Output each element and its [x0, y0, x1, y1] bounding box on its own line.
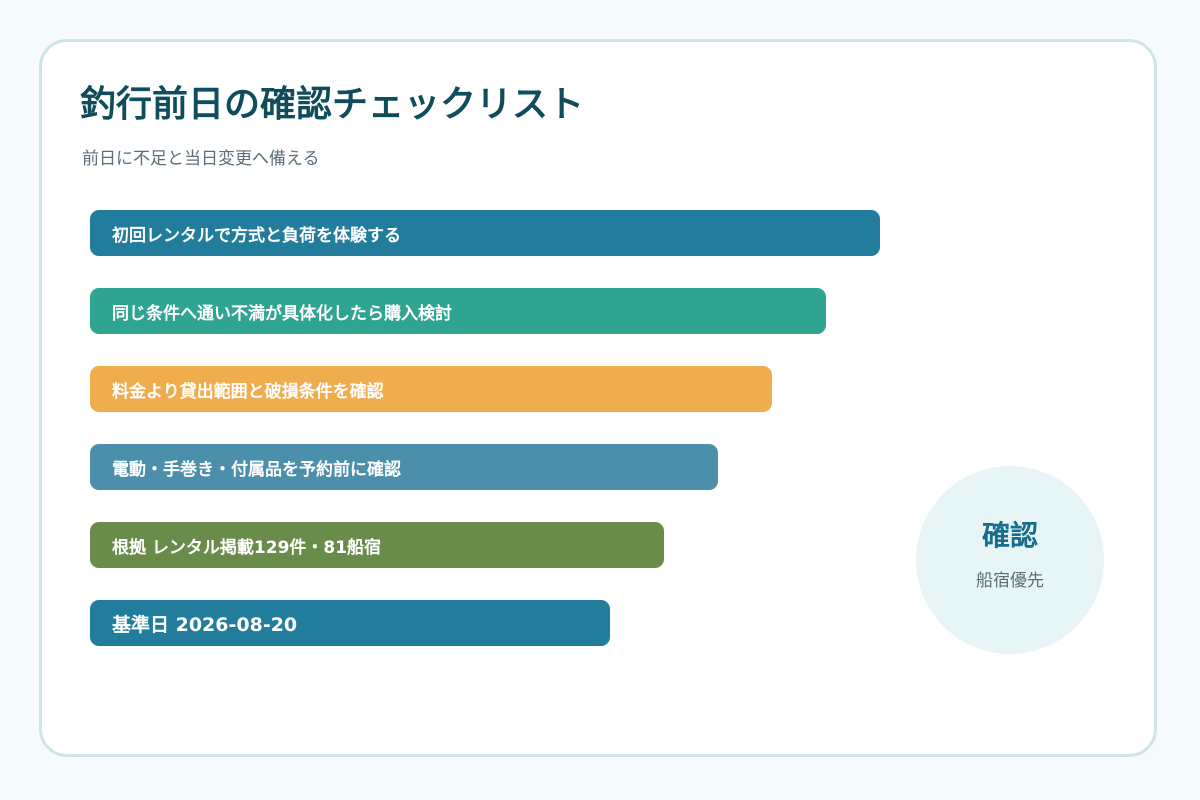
badge-subtitle: 船宿優先: [976, 571, 1044, 591]
checklist-item-equipment-check: 電動・手巻き・付属品を予約前に確認: [90, 444, 718, 490]
checklist-item-reference-date: 基準日 2026-08-20: [90, 600, 610, 646]
badge-title: 確認: [981, 519, 1038, 552]
confirm-badge: 確認 船宿優先: [916, 466, 1104, 654]
checklist-item-source: 根拠 レンタル掲載129件・81船宿: [90, 522, 664, 568]
page-subtitle: 前日に不足と当日変更へ備える: [82, 149, 320, 169]
checklist-item-purchase-consideration: 同じ条件へ通い不満が具体化したら購入検討: [90, 288, 826, 334]
checklist-item-trial-rental: 初回レンタルで方式と負荷を体験する: [90, 210, 880, 256]
checklist-item-rental-terms: 料金より貸出範囲と破損条件を確認: [90, 366, 772, 412]
page-title: 釣行前日の確認チェックリスト: [80, 84, 585, 125]
